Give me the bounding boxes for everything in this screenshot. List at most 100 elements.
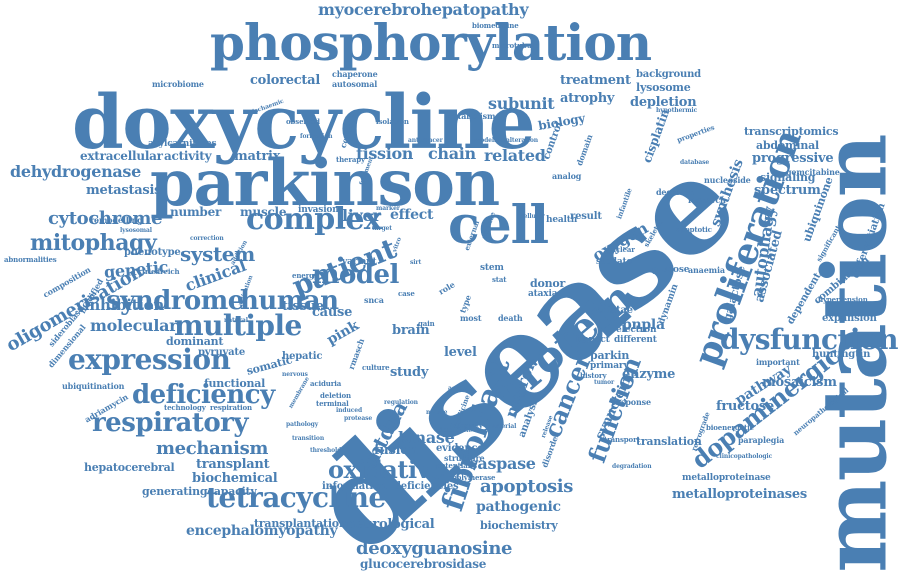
word-protease: protease	[344, 415, 373, 422]
word-extracellular: extracellular	[80, 149, 163, 163]
word-properties: properties	[675, 122, 716, 145]
word-sirt: sirt	[410, 259, 422, 266]
word-therapy: therapy	[336, 155, 365, 164]
word-phenotype: phenotype	[124, 247, 181, 258]
word-database: database	[680, 159, 710, 166]
word-lysosomal: lysosomal	[120, 227, 152, 234]
word-gemcitabine: gemcitabine	[786, 167, 840, 177]
word-parkin: parkin	[590, 349, 630, 362]
word-dehydrogenase: dehydrogenase	[10, 162, 141, 181]
word-different: different	[614, 335, 657, 345]
word-nuclear: nuclear	[606, 245, 635, 254]
word-hepatocerebral: hepatocerebral	[84, 461, 175, 474]
word-abdominal: abdominal	[756, 139, 819, 152]
word-autosomal: autosomal	[332, 79, 378, 89]
word-paraplegia: paraplegia	[738, 435, 785, 445]
word-culture: culture	[362, 363, 390, 372]
word-metalloproteinase: metalloproteinase	[682, 473, 771, 483]
word-biomedicine: biomedicine	[472, 21, 519, 30]
word-snca: snca	[364, 295, 384, 305]
word-spectrum: spectrum	[754, 183, 821, 198]
word-clinicopathologic: clinicopathologic	[716, 453, 773, 460]
word-terminal: terminal	[316, 399, 349, 408]
word-transition: transition	[292, 435, 325, 442]
word-ubiquitination: ubiquitination	[62, 381, 125, 391]
word-treatment: treatment	[560, 73, 631, 88]
word-regulation: regulation	[384, 399, 418, 406]
word-decrease: decrease	[656, 187, 695, 197]
word-analog: analog	[552, 171, 582, 181]
word-nucleoside: nucleoside	[704, 175, 751, 185]
word-anticancer: anticancer	[408, 137, 443, 144]
word-subunit: subunit	[488, 94, 555, 113]
word-marker: marker	[376, 205, 400, 212]
word-observed: observed	[286, 117, 320, 126]
word-biochemical: biochemical	[192, 471, 278, 486]
word-matrix: matrix	[234, 149, 281, 164]
word-enzyme: enzyme	[622, 367, 676, 382]
word-inhibition: inhibition	[84, 296, 164, 314]
word-respiration: respiration	[210, 403, 252, 412]
word-integrity: integrity	[450, 421, 483, 430]
word-glucocerebrosidase: glucocerebrosidase	[360, 557, 487, 571]
word-result: result	[570, 211, 602, 222]
word-pathogenic: pathogenic	[476, 499, 561, 515]
word-brain: brain	[392, 323, 430, 338]
word-aciduria: aciduria	[310, 379, 342, 388]
word-polymerase: polymerase	[452, 473, 496, 482]
word-health: health	[546, 215, 578, 225]
word-variant: variant	[342, 257, 377, 267]
word-death: death	[498, 313, 523, 323]
word-apoptotic: apoptotic	[676, 225, 712, 234]
word-bioenergetic: bioenergetic	[706, 423, 754, 432]
word-threshold: threshold	[310, 447, 342, 454]
word-mouse: mouse	[426, 409, 448, 416]
word-related: related	[484, 146, 546, 165]
word-multiple: multiple	[174, 309, 302, 342]
word-evidence: evidence	[436, 443, 484, 454]
word-ataxia: ataxia	[528, 289, 558, 299]
word-detectable: detectable	[438, 427, 473, 434]
word-information: information	[322, 481, 387, 492]
word-generatingcapacity: generatingcapacity	[142, 485, 257, 498]
word-number: number	[170, 205, 222, 219]
word-kinase: kinase	[398, 428, 455, 447]
word-tumor: tumor	[594, 379, 615, 386]
word-formation: formation	[300, 133, 333, 140]
word-effect: effect	[390, 207, 434, 223]
word-cell: cell	[448, 195, 549, 256]
word-biochemistry: biochemistry	[480, 519, 558, 532]
word-gain: gain	[418, 319, 435, 328]
word-functional: functional	[204, 377, 266, 390]
word-chain: chain	[428, 144, 476, 163]
word-myocerebrohepatopathy: myocerebrohepatopathy	[318, 0, 529, 19]
word-cause: cause	[312, 305, 353, 320]
word-cytochrome: cytochrome	[48, 208, 163, 229]
word-stem: stem	[480, 263, 504, 273]
word-history: history	[580, 371, 607, 380]
word-research: research	[688, 195, 726, 205]
word-depletion: depletion	[630, 95, 697, 110]
word-transplantation: transplantation	[254, 517, 347, 530]
word-donor: donor	[530, 277, 566, 290]
word-human: human	[240, 286, 339, 316]
word-deficiencies: deficiencies	[394, 481, 459, 492]
word-transplant: transplant	[196, 457, 270, 472]
word-cellular: cellular	[520, 213, 545, 220]
word-mechanism: mechanism	[156, 438, 269, 459]
word-degradation: degradation	[612, 463, 652, 470]
word-deficiency: deficiency	[132, 380, 275, 410]
word-cristae: cristae	[596, 305, 633, 316]
word-stat: stat	[492, 275, 507, 284]
word-response: response	[612, 397, 651, 407]
word-microbiome: microbiome	[152, 79, 204, 89]
word-dominant: dominant	[166, 335, 224, 348]
word-fructose: fructose	[716, 399, 774, 414]
word-structure: structure	[444, 453, 485, 463]
word-metalloproteinases: metalloproteinases	[672, 487, 807, 502]
word-pnpla: pnpla	[622, 317, 665, 333]
word-induced: induced	[336, 407, 363, 414]
word-parkinson: parkinson	[150, 146, 500, 221]
word-tetracycline: tetracycline	[206, 481, 386, 514]
word-study: study	[390, 365, 429, 380]
